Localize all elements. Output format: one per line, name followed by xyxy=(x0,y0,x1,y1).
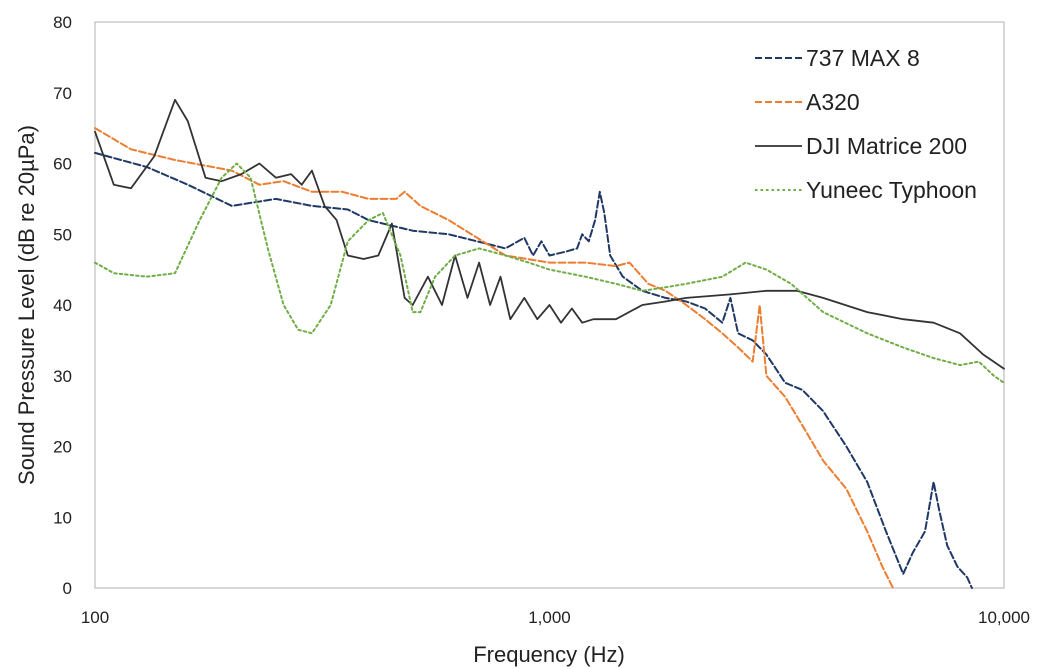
series-line xyxy=(94,127,894,589)
legend-label: Yuneec Typhoon xyxy=(806,177,977,203)
y-tick-label: 40 xyxy=(53,296,72,315)
plot-border xyxy=(94,21,1005,589)
y-tick-label: 80 xyxy=(53,13,72,32)
series-line xyxy=(94,162,1005,384)
x-axis-ticks: 100 1,000 10,000 xyxy=(81,608,1030,627)
legend-label: 737 MAX 8 xyxy=(806,45,920,71)
y-tick-label: 60 xyxy=(53,155,72,174)
y-tick-label: 30 xyxy=(53,367,72,386)
x-tick-label: 10,000 xyxy=(978,608,1030,627)
legend-label: A320 xyxy=(806,89,860,115)
legend: 737 MAX 8 A320 DJI Matrice 200 Yuneec Typho… xyxy=(755,45,977,203)
y-axis-title: Sound Pressure Level (dB re 20µPa) xyxy=(14,125,39,485)
y-tick-label: 0 xyxy=(63,579,72,598)
x-axis-title: Frequency (Hz) xyxy=(473,642,625,667)
x-tick-label: 100 xyxy=(81,608,109,627)
legend-label: DJI Matrice 200 xyxy=(806,133,967,159)
series-line xyxy=(94,151,973,589)
y-tick-label: 50 xyxy=(53,225,72,244)
series-line xyxy=(94,98,1005,370)
y-tick-label: 10 xyxy=(53,508,72,527)
plot-area xyxy=(94,21,1005,589)
y-tick-label: 70 xyxy=(53,84,72,103)
x-tick-label: 1,000 xyxy=(528,608,571,627)
y-tick-label: 20 xyxy=(53,438,72,457)
y-axis-ticks: 0 10 20 30 40 50 60 70 80 xyxy=(53,13,72,598)
series-layer xyxy=(94,98,1005,589)
